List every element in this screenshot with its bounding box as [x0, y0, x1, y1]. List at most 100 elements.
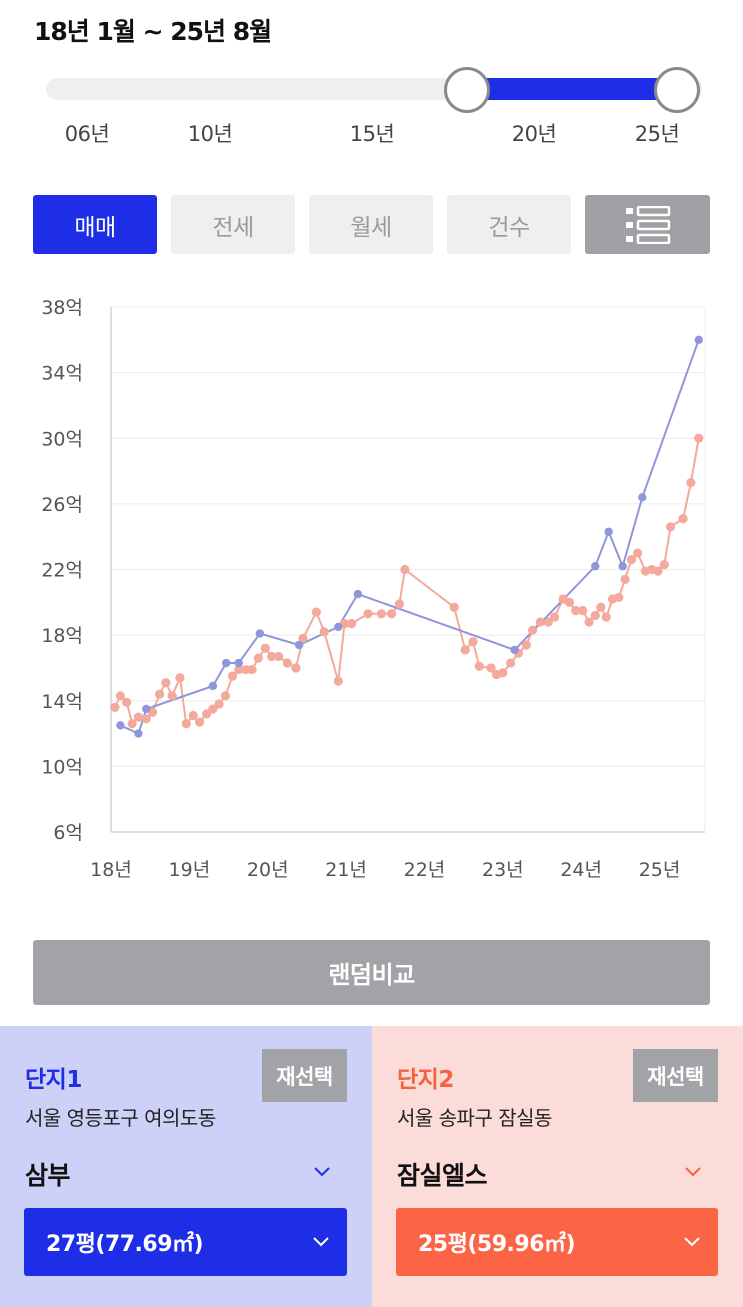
random-compare-button[interactable]: 랜덤비교 [33, 940, 710, 1005]
data-point-series-2 [659, 559, 669, 570]
data-point-series-2 [614, 592, 624, 602]
x-tick-label: 22년 [404, 859, 446, 881]
data-point-series-2 [400, 564, 410, 575]
data-point-series-2 [214, 699, 224, 709]
data-point-series-2 [247, 664, 257, 675]
data-point-series-1 [208, 681, 218, 691]
list-view-button[interactable] [585, 195, 710, 254]
data-point-series-2 [311, 607, 321, 617]
data-point-series-2 [376, 609, 386, 619]
data-point-series-2 [181, 719, 191, 729]
complex2-size-select[interactable]: 25평(59.96㎡) [396, 1208, 718, 1276]
data-point-series-2 [319, 627, 329, 637]
data-point-series-2 [535, 617, 546, 627]
slider-tick-labels: 06년 10년 15년 20년 25년 [0, 118, 743, 148]
data-point-series-2 [506, 658, 516, 668]
period-range-slider[interactable] [46, 67, 702, 113]
tab-jeonse[interactable]: 전세 [171, 195, 295, 254]
data-point-series-2 [498, 668, 508, 678]
data-point-series-2 [620, 574, 630, 584]
data-point-series-2 [486, 663, 496, 673]
data-point-series-2 [578, 605, 588, 616]
data-point-series-2 [686, 477, 696, 488]
price-chart-svg: 38억 34억 30억 26억 22억 18억 14억 10억 6억 18년 19년 20년 21년 22… [41, 297, 706, 881]
data-point-series-2 [110, 702, 120, 712]
complex1-name[interactable]: 삼부 [25, 1161, 71, 1190]
tab-count[interactable]: 건수 [447, 195, 571, 254]
data-point-series-2 [564, 597, 575, 607]
data-point-series-2 [234, 664, 244, 675]
data-point-series-2 [584, 617, 594, 627]
data-point-series-2 [122, 697, 132, 707]
data-point-series-2 [291, 663, 301, 673]
complex2-size-value: 25평(59.96㎡) [418, 1232, 576, 1257]
data-point-series-2 [133, 712, 144, 722]
data-point-series-2 [161, 678, 171, 688]
data-point-series-2 [141, 714, 151, 724]
list-view-icon [625, 205, 670, 244]
x-tick-label: 24년 [560, 859, 602, 881]
slider-selected-range [467, 78, 677, 100]
data-point-series-2 [175, 673, 185, 683]
data-point-series-2 [188, 710, 198, 721]
data-point-series-1 [591, 562, 600, 571]
chevron-down-icon[interactable] [683, 1162, 703, 1182]
complex1-reselect-button[interactable]: 재선택 [262, 1049, 347, 1102]
complex2-panel: 단지2 재선택 서울 송파구 잠실동 잠실엘스 25평(59.96㎡) [372, 1026, 743, 1307]
slider-tick-label: 06년 [64, 122, 110, 146]
data-point-series-1 [221, 658, 231, 668]
data-point-series-1 [334, 622, 343, 632]
data-point-series-2 [394, 599, 404, 609]
data-point-series-2 [274, 651, 284, 662]
data-point-series-1 [142, 704, 151, 714]
data-point-series-2 [590, 610, 600, 621]
tab-monthly-rent[interactable]: 월세 [309, 195, 433, 254]
data-point-series-2 [127, 719, 137, 729]
y-tick-label: 34억 [41, 363, 83, 385]
data-point-series-2 [653, 566, 663, 576]
complex1-region: 서울 영등포구 여의도동 [25, 1106, 216, 1130]
data-point-series-2 [363, 609, 373, 619]
data-point-series-2 [115, 691, 126, 701]
data-point-series-2 [333, 676, 343, 686]
data-point-series-2 [449, 602, 459, 612]
data-point-series-2 [346, 619, 357, 629]
data-point-series-1 [294, 640, 304, 650]
y-tick-label: 10억 [41, 756, 83, 778]
slider-end-handle[interactable] [654, 67, 700, 113]
data-point-series-2 [665, 522, 676, 532]
data-point-series-1 [353, 589, 363, 599]
data-point-series-2 [460, 645, 470, 655]
y-tick-label: 18억 [41, 625, 83, 647]
data-point-series-1 [116, 721, 125, 730]
complex2-title: 단지2 [397, 1067, 454, 1093]
price-chart: 38억 34억 30억 26억 22억 18억 14억 10억 6억 18년 19년 20년 21년 22… [0, 280, 743, 890]
data-point-series-2 [601, 612, 611, 622]
data-point-series-2 [227, 671, 238, 681]
data-point-series-1 [255, 629, 265, 638]
slider-start-handle[interactable] [444, 67, 490, 113]
data-point-series-1 [604, 527, 613, 536]
complex1-size-select[interactable]: 27평(77.69㎡) [24, 1208, 347, 1276]
data-point-series-2 [521, 640, 531, 650]
chevron-down-icon [313, 1237, 329, 1247]
data-point-series-2 [220, 691, 231, 701]
complex1-size-value: 27평(77.69㎡) [46, 1232, 204, 1257]
chevron-down-icon[interactable] [312, 1162, 332, 1182]
data-point-series-2 [194, 717, 205, 727]
data-point-series-2 [386, 609, 397, 619]
complex2-name[interactable]: 잠실엘스 [397, 1161, 488, 1190]
y-tick-label: 26억 [41, 494, 83, 516]
complex2-reselect-button[interactable]: 재선택 [633, 1049, 718, 1102]
data-point-series-2 [154, 689, 165, 699]
data-point-series-2 [298, 633, 308, 644]
data-point-series-1 [510, 645, 519, 655]
trade-type-tabs: 매매 전세 월세 건수 [33, 195, 710, 254]
complex1-title: 단지1 [25, 1067, 82, 1093]
tab-sale[interactable]: 매매 [33, 195, 157, 254]
data-point-series-2 [267, 651, 277, 662]
data-point-series-2 [260, 643, 270, 653]
data-point-series-1 [638, 493, 647, 502]
data-point-series-2 [208, 704, 218, 714]
data-point-series-2 [202, 709, 212, 719]
